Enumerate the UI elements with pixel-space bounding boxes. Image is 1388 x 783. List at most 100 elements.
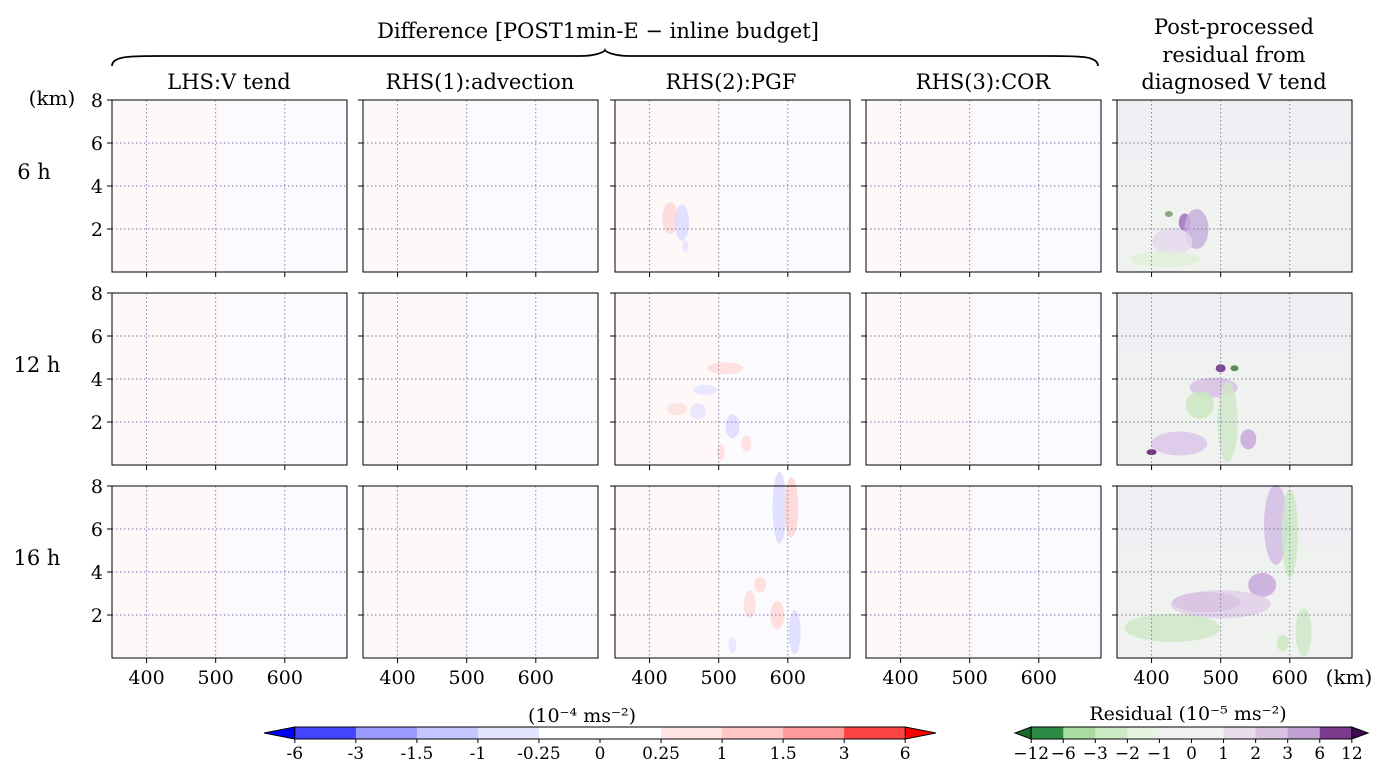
diff-colorbar-segment [355, 727, 418, 739]
field-feature [707, 362, 744, 375]
residual-colorbar-tick-label: −1 [1147, 744, 1172, 764]
diff-colorbar-segment [477, 727, 540, 739]
field-feature [689, 403, 706, 420]
x-tick-label: 500 [449, 667, 485, 689]
diff-colorbar-segment [844, 727, 906, 739]
residual-colorbar-segment [1223, 727, 1257, 739]
post-title-line-3: diagnosed V tend [1141, 70, 1326, 94]
residual-colorbar-tick-label: 6 [1314, 744, 1325, 764]
residual-colorbar-segment [1255, 727, 1289, 739]
x-tick-label: 500 [198, 667, 234, 689]
panel-r2-c3: 400 500 600 [861, 485, 1102, 689]
y-tick-label: 8 [91, 90, 103, 112]
field-feature [1146, 449, 1157, 456]
x-tick-label: 400 [1133, 667, 1169, 689]
field-feature [741, 435, 752, 452]
field-feature [1230, 365, 1239, 372]
residual-colorbar-segment [1127, 727, 1160, 739]
panel-r1-c1 [358, 292, 599, 470]
field-feature [682, 240, 689, 253]
field-feature [1276, 634, 1289, 651]
group-title: Difference [POST1min-E − inline budget] [377, 19, 819, 43]
panel-r0-c3 [861, 99, 1102, 277]
y-tick-label: 8 [91, 476, 103, 498]
residual-colorbar-tick-label: 0 [1186, 744, 1197, 764]
residual-colorbar-extend-high [1351, 726, 1370, 740]
x-tick-label: 500 [952, 667, 988, 689]
field-feature [725, 414, 740, 439]
diff-colorbar-segment [661, 727, 723, 739]
field-feature [1248, 572, 1277, 597]
diff-colorbar-tick-label: 3 [839, 744, 850, 764]
residual-colorbar-tick-label: −2 [1115, 744, 1140, 764]
y-tick-label: 4 [91, 176, 103, 198]
residual-colorbar-tick-label: 1 [1218, 744, 1229, 764]
x-tick-label: 600 [1021, 667, 1057, 689]
field-feature [1152, 227, 1193, 256]
field-feature [692, 384, 717, 395]
field-feature [1130, 251, 1201, 268]
residual-colorbar-tick-label: 3 [1282, 744, 1293, 764]
y-tick-label: 6 [91, 326, 103, 348]
panel-r2-c1: 400 500 600 [358, 485, 599, 689]
x-tick-label: 600 [1272, 667, 1308, 689]
field-feature [1295, 608, 1312, 657]
field-feature [675, 204, 690, 241]
x-tick-label: 500 [1203, 667, 1239, 689]
post-title-line-2: residual from [1162, 43, 1305, 67]
x-tick-label: 400 [128, 667, 164, 689]
residual-colorbar-tick-label: −12 [1013, 744, 1049, 764]
residual-colorbar-tick-label: 12 [1341, 744, 1363, 764]
residual-colorbar-segment [1159, 727, 1192, 739]
post-title-line-1: Post-processed [1154, 15, 1314, 39]
residual-colorbar-tick-label: −6 [1051, 744, 1076, 764]
field-feature [1240, 429, 1257, 450]
y-tick-label: 4 [91, 562, 103, 584]
diff-colorbar-tick-label: 0 [595, 744, 606, 764]
residual-colorbar-segment [1191, 727, 1225, 739]
x-tick-label: 600 [770, 667, 806, 689]
row-label-16h: 16 h [14, 546, 61, 570]
field-feature [1217, 382, 1238, 462]
field-feature [1215, 364, 1226, 373]
residual-colorbar-segment [1287, 727, 1321, 739]
field-feature [770, 601, 785, 629]
y-tick-label: 2 [91, 605, 103, 627]
panel-r1-c3 [861, 292, 1102, 470]
diff-colorbar-segment [294, 727, 357, 739]
field-feature [772, 471, 787, 544]
field-feature [1281, 489, 1298, 578]
diff-colorbar-tick-label: -1.5 [400, 744, 433, 764]
colorbars: -6 -3 -1.5 -1 -0.25 0 0.25 1 1.5 3 6 −12 −6 −3 −2 −1 0 1 2… [263, 726, 1370, 764]
diff-colorbar-extend-high [904, 726, 937, 740]
field-feature [667, 403, 688, 416]
row-label-6h: 6 h [17, 160, 51, 184]
field-feature [1151, 431, 1208, 456]
y-tick-label: 4 [91, 369, 103, 391]
y-tick-label: 6 [91, 519, 103, 541]
y-tick-label: 8 [91, 283, 103, 305]
panel-r2-c4: 400 500 600 [1112, 484, 1353, 689]
panel-r1-c0: 2 4 6 8 [91, 283, 348, 470]
x-tick-label: 400 [882, 667, 918, 689]
column-title-advection: RHS(1):advection [386, 70, 575, 94]
y-tick-label: 6 [91, 133, 103, 155]
x-tick-label: 400 [631, 667, 667, 689]
diff-colorbar-segment [783, 727, 845, 739]
diff-colorbar-tick-label: -3 [348, 744, 365, 764]
panel-r0-c0: 2 4 6 8 [91, 90, 348, 277]
field-feature [754, 576, 767, 593]
diff-colorbar-segment [416, 727, 479, 739]
x-tick-label: 500 [701, 667, 737, 689]
x-tick-label: 600 [267, 667, 303, 689]
field-feature [1185, 390, 1214, 419]
group-brace [111, 47, 1099, 67]
panel-r2-c2: 400 500 600 [610, 471, 851, 689]
diff-colorbar-segment [538, 727, 601, 739]
diff-colorbar-tick-label: 1.5 [770, 744, 797, 764]
residual-colorbar-segment [1063, 727, 1096, 739]
diff-colorbar-tick-label: -0.25 [517, 744, 561, 764]
field-feature [728, 637, 737, 654]
x-tick-label: 600 [518, 667, 554, 689]
